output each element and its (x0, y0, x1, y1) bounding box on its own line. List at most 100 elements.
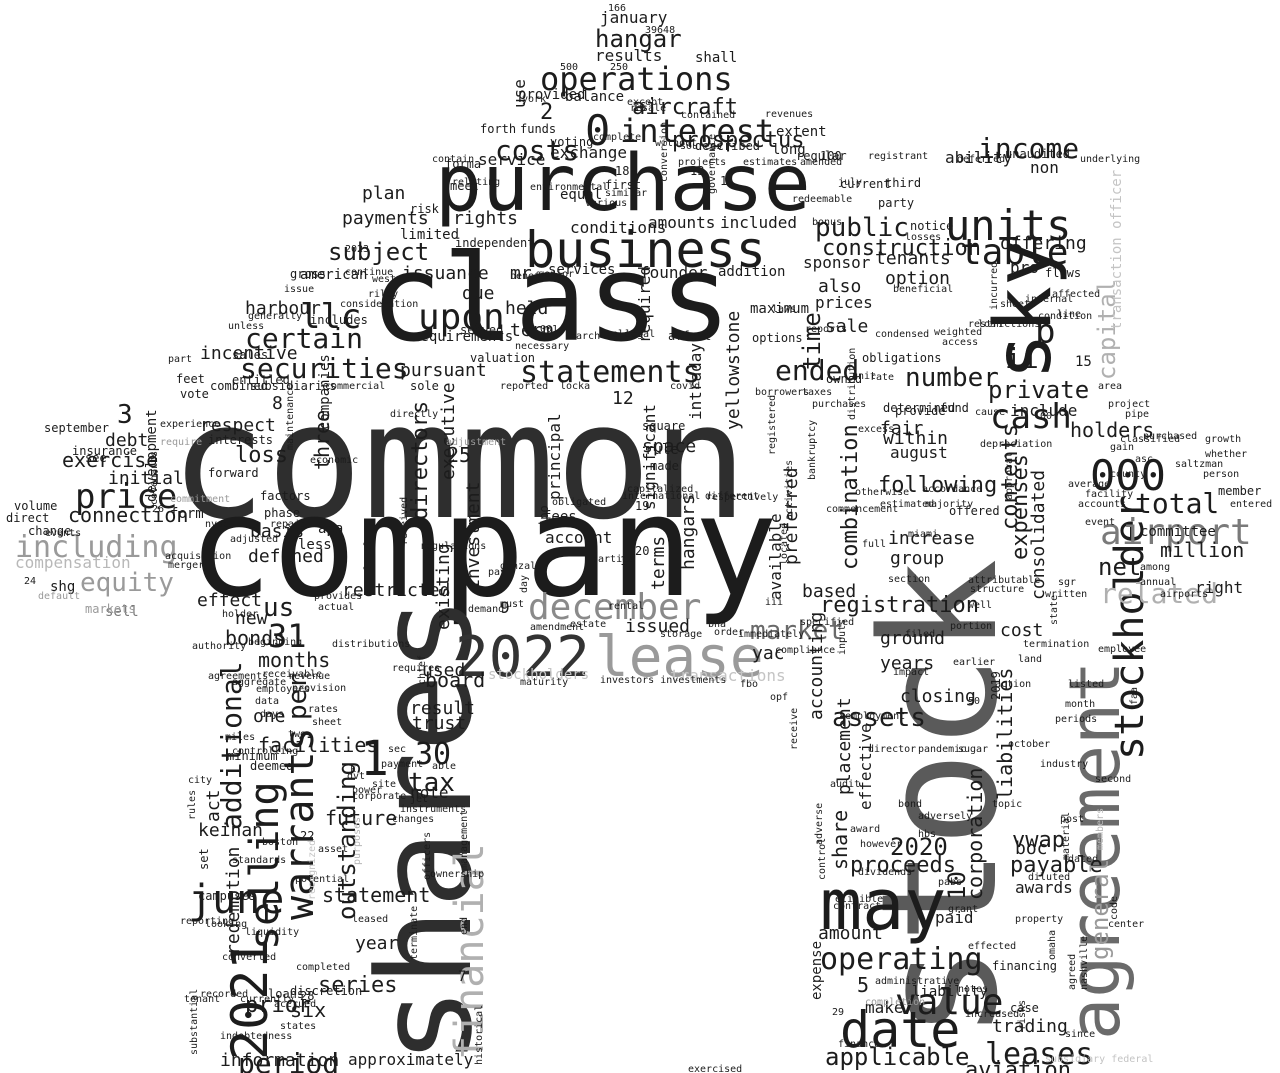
word-505: structure (970, 584, 1025, 595)
word-180: share (828, 809, 852, 870)
word-78: exercise (62, 448, 159, 472)
word-339: pandemic (918, 744, 967, 755)
word-483: reports (805, 324, 848, 335)
word-260: apa (318, 521, 344, 537)
word-254: interests (208, 433, 274, 447)
word-97: hangars (678, 494, 699, 570)
word-54: number (905, 363, 999, 393)
word-510: month (1065, 699, 1096, 710)
word-383: holder (222, 609, 259, 620)
word-23: 0 (585, 106, 611, 155)
word-57: following (878, 473, 998, 498)
word-529: experience (160, 419, 221, 430)
word-335: dividends (858, 867, 913, 878)
word-122: founder (640, 263, 708, 282)
word-2: class (370, 230, 732, 369)
word-489: borrowers (755, 387, 810, 398)
word-329: agreed (1067, 953, 1078, 990)
word-113: harbour (245, 298, 321, 319)
word-26: table (960, 232, 1069, 273)
word-484: necessary (515, 341, 570, 352)
word-137: conditions (570, 218, 667, 237)
word-315: action (995, 679, 1032, 690)
word-333: award (850, 824, 881, 835)
word-263: see (85, 451, 107, 465)
word-550: boston (262, 837, 299, 848)
word-194: include (1010, 401, 1078, 420)
word-384: revenue (288, 671, 331, 682)
word-34: securities (240, 352, 409, 385)
word-453: 50 (968, 696, 981, 707)
word-90: stockholders (488, 667, 590, 683)
word-8: units (945, 201, 1072, 250)
word-271: default (38, 591, 81, 602)
word-371: day (519, 574, 530, 593)
word-547: k (350, 764, 357, 775)
word-103: prior (245, 993, 312, 1018)
word-297: pipe (1125, 409, 1150, 420)
word-224: unaudited (1005, 147, 1071, 161)
word-31: including (15, 530, 178, 565)
word-464: revenues (765, 109, 814, 120)
word-211: shg (50, 579, 76, 595)
word-318: post (1060, 814, 1085, 825)
word-478: beneficial (893, 284, 954, 295)
word-243: requirements (412, 329, 514, 345)
word-567: registrant (868, 151, 929, 162)
word-465: sources (680, 141, 723, 152)
word-244: served (460, 323, 504, 337)
word-485: commercial (325, 381, 386, 392)
word-60: assets (832, 703, 926, 733)
word-345: grant (948, 904, 979, 915)
word-70: 31 (268, 617, 307, 655)
word-257: companies (317, 354, 333, 430)
word-538: beginning (248, 637, 303, 648)
word-397: site (372, 779, 397, 790)
word-279: maximum (750, 301, 810, 317)
word-494: international (622, 491, 701, 502)
word-558: eligible (835, 894, 884, 905)
word-152: effect (197, 590, 263, 611)
word-293: incurred (989, 261, 1000, 310)
word-98: yellowstone (723, 310, 744, 430)
word-488: covid (670, 381, 701, 392)
word-407: management (459, 809, 470, 870)
word-305: facility (1085, 489, 1134, 500)
word-81: facilities (258, 733, 379, 757)
word-568: environmental (530, 182, 609, 193)
word-94: issued (625, 616, 691, 637)
word-83: statement (322, 883, 431, 907)
word-415: reporting (180, 916, 235, 927)
word-434: unless (228, 321, 265, 332)
word-440: gross (290, 267, 327, 281)
word-452: 29 (832, 1007, 845, 1018)
word-435: generally (248, 311, 303, 322)
word-96: terms (648, 535, 669, 590)
word-161: 1 (360, 731, 389, 787)
word-118: mr (510, 263, 532, 284)
word-524: faa (1129, 686, 1140, 705)
word-439: issue (284, 284, 315, 295)
word-361: commencement (826, 504, 899, 515)
word-313: written (1045, 589, 1088, 600)
word-189: liability (912, 984, 988, 1000)
word-75: llc (300, 297, 362, 337)
word-24: 000 (1090, 451, 1166, 500)
word-173: years (880, 653, 935, 674)
word-459: 39648 (645, 25, 676, 36)
word-14: december (528, 587, 702, 628)
word-239: projects (678, 157, 727, 168)
word-115: plan (362, 183, 406, 204)
word-112: incentive (200, 343, 298, 364)
word-552: leased (352, 914, 389, 925)
word-493: different (705, 491, 760, 502)
word-265: direct (6, 511, 50, 525)
word-145: 2 (540, 100, 554, 125)
word-139: service (478, 150, 546, 169)
word-132: pro (1010, 258, 1039, 277)
word-295: area (1098, 381, 1123, 392)
word-136: amounts (648, 213, 716, 232)
word-157: basis (250, 521, 305, 542)
word-556: indebtedness (220, 1031, 293, 1042)
word-370: cause (975, 407, 1006, 418)
